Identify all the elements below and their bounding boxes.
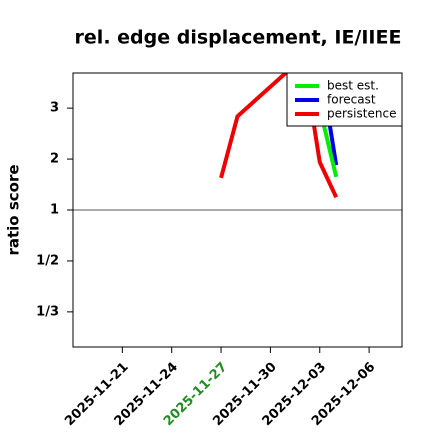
legend-label: best est. [327,79,379,93]
legend-label: persistence [327,107,396,121]
y-tick-label: 1 [50,202,59,217]
chart-title: rel. edge displacement, IE/IIEE [75,27,402,49]
series-line [219,73,339,199]
y-tick-label: 2 [50,152,59,167]
legend-label: forecast [327,93,376,107]
y-tick-label: 1/2 [36,253,59,268]
y-tick-label: 3 [50,101,59,116]
y-axis-label: ratio score [5,164,23,255]
y-tick-label: 1/3 [36,304,59,319]
